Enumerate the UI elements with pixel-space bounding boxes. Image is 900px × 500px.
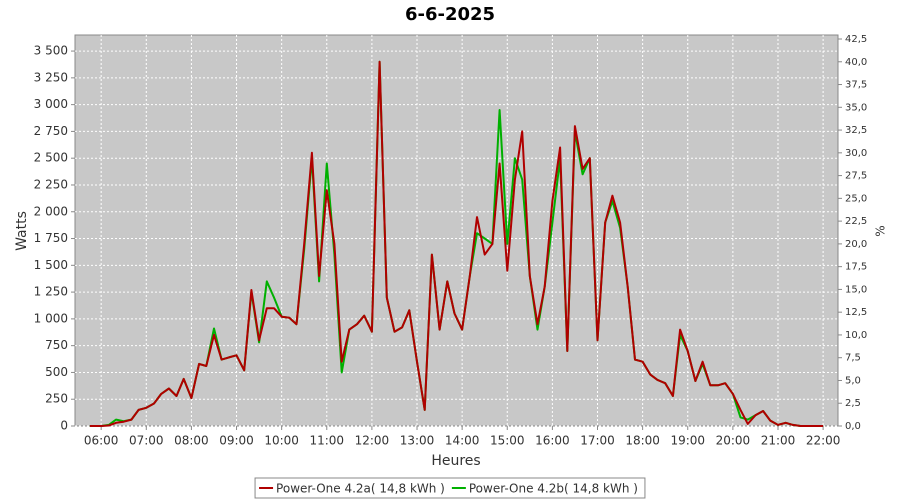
- x-tick-label: 11:00: [309, 434, 344, 448]
- x-axis-label: Heures: [431, 453, 480, 469]
- x-tick-label: 18:00: [625, 434, 660, 448]
- y2-tick-label: 7,5: [845, 353, 861, 364]
- y-tick-label: 2 250: [34, 177, 68, 191]
- y2-axis-label: %: [874, 225, 888, 236]
- chart-title: 6-6-2025: [405, 4, 495, 25]
- y2-tick-label: 25,0: [845, 193, 867, 204]
- y-tick-label: 2 000: [34, 204, 68, 218]
- x-tick-label: 19:00: [670, 434, 705, 448]
- y2-tick-label: 32,5: [845, 125, 867, 136]
- x-tick-label: 06:00: [84, 434, 119, 448]
- y-tick-label: 2 500: [34, 151, 68, 165]
- y2-tick-label: 35,0: [845, 102, 867, 113]
- x-tick-label: 10:00: [264, 434, 299, 448]
- y2-tick-label: 27,5: [845, 171, 867, 182]
- y-tick-label: 3 500: [34, 44, 68, 58]
- y-tick-label: 250: [45, 392, 68, 406]
- legend: Power-One 4.2a( 14,8 kWh ) Power-One 4.2b…: [254, 477, 646, 499]
- y2-tick-label: 42,5: [845, 34, 867, 45]
- legend-label: Power-One 4.2b( 14,8 kWh ): [469, 482, 638, 496]
- x-tick-label: 14:00: [445, 434, 480, 448]
- x-tick-label: 08:00: [174, 434, 209, 448]
- x-tick-label: 09:00: [219, 434, 254, 448]
- x-tick-label: 12:00: [355, 434, 390, 448]
- x-tick-label: 15:00: [490, 434, 525, 448]
- y-tick-label: 3 000: [34, 97, 68, 111]
- y2-tick-label: 17,5: [845, 262, 867, 273]
- x-tick-label: 17:00: [580, 434, 615, 448]
- x-tick-label: 22:00: [806, 434, 841, 448]
- y2-tick-label: 20,0: [845, 239, 867, 250]
- y-axis-label: Watts: [14, 211, 30, 251]
- y2-tick-label: 0,0: [845, 421, 861, 432]
- series-line: [89, 60, 824, 427]
- x-tick-label: 21:00: [761, 434, 796, 448]
- x-tick-label: 13:00: [400, 434, 435, 448]
- y-tick-label: 3 250: [34, 70, 68, 84]
- y-tick-label: 2 750: [34, 124, 68, 138]
- y-tick-label: 1 250: [34, 285, 68, 299]
- x-tick-label: 07:00: [129, 434, 164, 448]
- plot-area: [74, 34, 839, 427]
- y-tick-label: 750: [45, 338, 68, 352]
- y2-tick-label: 5,0: [845, 375, 861, 386]
- y2-tick-label: 10,0: [845, 330, 867, 341]
- y-tick-label: 1 500: [34, 258, 68, 272]
- y2-tick-label: 40,0: [845, 57, 867, 68]
- x-tick-label: 20:00: [716, 434, 751, 448]
- y-tick-label: 500: [45, 365, 68, 379]
- y2-tick-label: 2,5: [845, 398, 861, 409]
- y2-tick-label: 15,0: [845, 284, 867, 295]
- y-tick-label: 0: [60, 419, 68, 433]
- y-tick-label: 1 000: [34, 311, 68, 325]
- y2-tick-label: 12,5: [845, 307, 867, 318]
- y-tick-label: 1 750: [34, 231, 68, 245]
- legend-box: [254, 477, 646, 499]
- y2-tick-label: 22,5: [845, 216, 867, 227]
- y2-tick-label: 37,5: [845, 80, 867, 91]
- y2-tick-label: 30,0: [845, 148, 867, 159]
- x-tick-label: 16:00: [535, 434, 570, 448]
- legend-label: Power-One 4.2a( 14,8 kWh ): [276, 482, 445, 496]
